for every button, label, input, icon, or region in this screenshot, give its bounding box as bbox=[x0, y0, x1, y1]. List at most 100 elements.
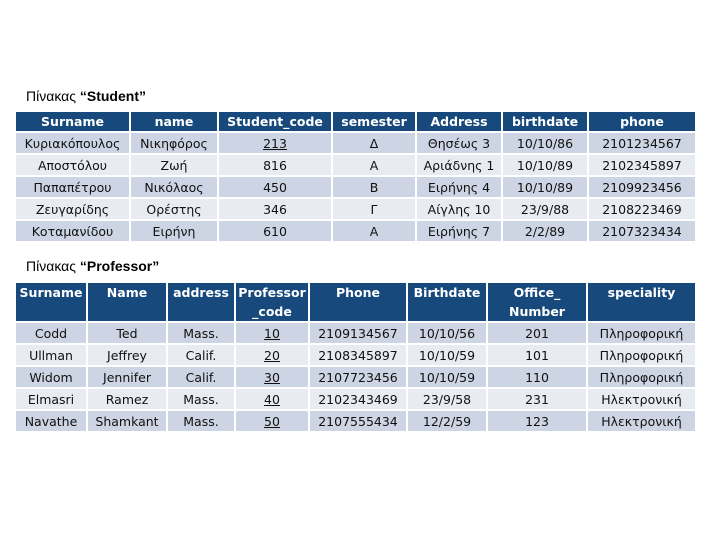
table-cell: Ηλεκτρονική bbox=[588, 389, 695, 409]
table-cell: 23/9/88 bbox=[503, 199, 587, 219]
table-cell: 10/10/89 bbox=[503, 155, 587, 175]
table-cell: 23/9/58 bbox=[408, 389, 486, 409]
table-cell: Κυριακόπουλος bbox=[16, 133, 129, 153]
table-cell: Calif. bbox=[168, 367, 234, 387]
table-cell: Codd bbox=[16, 323, 86, 343]
column-header: Surname bbox=[16, 283, 86, 321]
column-header: Office_ Number bbox=[488, 283, 586, 321]
title-name: “Student” bbox=[79, 88, 146, 104]
column-header: semester bbox=[333, 112, 415, 131]
table-cell: 10 bbox=[236, 323, 308, 343]
table-cell: Shamkant bbox=[88, 411, 166, 431]
student-table-title: Πίνακας “Student” bbox=[26, 88, 146, 104]
table-cell: 10/10/59 bbox=[408, 345, 486, 365]
column-header: Name bbox=[88, 283, 166, 321]
table-cell: 346 bbox=[219, 199, 331, 219]
table-cell: Κοταμανίδου bbox=[16, 221, 129, 241]
table-cell: 20 bbox=[236, 345, 308, 365]
table-cell: Navathe bbox=[16, 411, 86, 431]
table-cell: 10/10/59 bbox=[408, 367, 486, 387]
table-cell: Ειρήνης 4 bbox=[417, 177, 501, 197]
table-cell: 213 bbox=[219, 133, 331, 153]
table-cell: Πληροφορική bbox=[588, 323, 695, 343]
table-cell: Νικόλαος bbox=[131, 177, 217, 197]
table-row: Παπαπέτρου Νικόλαος 450 Β Ειρήνης 4 10/10/89 2… bbox=[16, 177, 695, 197]
column-header: address bbox=[168, 283, 234, 321]
table-cell: Jennifer bbox=[88, 367, 166, 387]
column-header: Surname bbox=[16, 112, 129, 131]
table-row: Codd Ted Mass. 10 2109134567 10/10/56 201 Πληρο… bbox=[16, 323, 695, 343]
column-header: Professor _code bbox=[236, 283, 308, 321]
table-cell: 2108345897 bbox=[310, 345, 406, 365]
table-cell: 10/10/89 bbox=[503, 177, 587, 197]
title-prefix: Πίνακας bbox=[26, 258, 76, 274]
table-cell: 816 bbox=[219, 155, 331, 175]
table-row: Αποστόλου Ζωή 816 Α Αριάδνης 1 10/10/89 210234… bbox=[16, 155, 695, 175]
table-cell: Πληροφορική bbox=[588, 345, 695, 365]
table-cell: Ramez bbox=[88, 389, 166, 409]
professor-table: Surname Name address Professor _code Phone Bi… bbox=[14, 281, 697, 433]
table-row: Widom Jennifer Calif. 30 2107723456 10/10/59 1… bbox=[16, 367, 695, 387]
table-cell: Γ bbox=[333, 199, 415, 219]
table-row: Κυριακόπουλος Νικηφόρος 213 Δ Θησέως 3 10/10/… bbox=[16, 133, 695, 153]
table-cell: Elmasri bbox=[16, 389, 86, 409]
table-cell: 10/10/86 bbox=[503, 133, 587, 153]
column-header: Address bbox=[417, 112, 501, 131]
table-cell: Παπαπέτρου bbox=[16, 177, 129, 197]
header-row: Surname name Student_code semester Address bi… bbox=[16, 112, 695, 131]
table-cell: Α bbox=[333, 221, 415, 241]
table-cell: Widom bbox=[16, 367, 86, 387]
table-cell: Ζευγαρίδης bbox=[16, 199, 129, 219]
table-cell: Ειρήνη bbox=[131, 221, 217, 241]
table-cell: Αριάδνης 1 bbox=[417, 155, 501, 175]
table-cell: 201 bbox=[488, 323, 586, 343]
header-row: Surname Name address Professor _code Phone Bi… bbox=[16, 283, 695, 321]
table-cell: Δ bbox=[333, 133, 415, 153]
table-cell: 2109923456 bbox=[589, 177, 695, 197]
table-cell: Νικηφόρος bbox=[131, 133, 217, 153]
table-cell: 2102345897 bbox=[589, 155, 695, 175]
table-cell: 231 bbox=[488, 389, 586, 409]
table-row: Ζευγαρίδης Ορέστης 346 Γ Αίγλης 10 23/9/88 210… bbox=[16, 199, 695, 219]
title-prefix: Πίνακας bbox=[26, 88, 76, 104]
table-cell: 30 bbox=[236, 367, 308, 387]
table-cell: 123 bbox=[488, 411, 586, 431]
column-header: birthdate bbox=[503, 112, 587, 131]
table-cell: Mass. bbox=[168, 411, 234, 431]
table-cell: 2102343469 bbox=[310, 389, 406, 409]
table-cell: Β bbox=[333, 177, 415, 197]
table-cell: 450 bbox=[219, 177, 331, 197]
table-cell: Ζωή bbox=[131, 155, 217, 175]
table-cell: 2107723456 bbox=[310, 367, 406, 387]
student-table: Surname name Student_code semester Address bi… bbox=[14, 110, 697, 243]
professor-table-title: Πίνακας “Professor” bbox=[26, 258, 159, 274]
table-cell: Αίγλης 10 bbox=[417, 199, 501, 219]
table-cell: Αποστόλου bbox=[16, 155, 129, 175]
table-cell: 2109134567 bbox=[310, 323, 406, 343]
table-cell: 2/2/89 bbox=[503, 221, 587, 241]
table-cell: 2107323434 bbox=[589, 221, 695, 241]
table-cell: 610 bbox=[219, 221, 331, 241]
column-header: Birthdate bbox=[408, 283, 486, 321]
table-cell: Πληροφορική bbox=[588, 367, 695, 387]
table-cell: 10/10/56 bbox=[408, 323, 486, 343]
table-cell: Calif. bbox=[168, 345, 234, 365]
table-cell: Jeffrey bbox=[88, 345, 166, 365]
table-cell: 40 bbox=[236, 389, 308, 409]
table-cell: Ullman bbox=[16, 345, 86, 365]
table-cell: 12/2/59 bbox=[408, 411, 486, 431]
table-cell: Α bbox=[333, 155, 415, 175]
column-header: Phone bbox=[310, 283, 406, 321]
column-header: speciality bbox=[588, 283, 695, 321]
table-cell: Ted bbox=[88, 323, 166, 343]
table-row: Elmasri Ramez Mass. 40 2102343469 23/9/58 231 Η… bbox=[16, 389, 695, 409]
table-cell: 2108223469 bbox=[589, 199, 695, 219]
table-cell: 50 bbox=[236, 411, 308, 431]
table-cell: 101 bbox=[488, 345, 586, 365]
table-cell: 2107555434 bbox=[310, 411, 406, 431]
table-cell: Ειρήνης 7 bbox=[417, 221, 501, 241]
table-cell: Mass. bbox=[168, 389, 234, 409]
table-cell: Ορέστης bbox=[131, 199, 217, 219]
table-cell: 110 bbox=[488, 367, 586, 387]
